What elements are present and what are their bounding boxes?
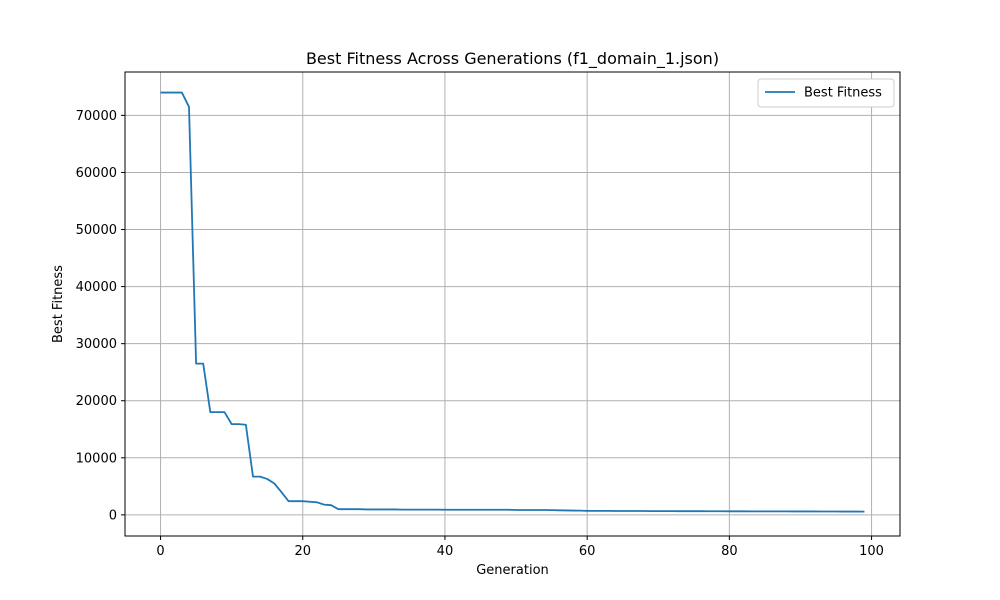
x-tick-label: 20: [294, 544, 311, 559]
y-tick-label: 10000: [76, 451, 117, 466]
x-tick-label: 80: [721, 544, 738, 559]
legend-label: Best Fitness: [804, 86, 882, 101]
chart-title: Best Fitness Across Generations (f1_doma…: [306, 49, 719, 69]
y-tick-label: 20000: [76, 394, 117, 409]
grid-lines: [125, 72, 900, 536]
x-tick-label: 40: [437, 544, 454, 559]
plot-frame: [124, 71, 901, 537]
y-tick-label: 40000: [76, 280, 117, 295]
y-tick-label: 0: [109, 508, 117, 523]
y-tick-label: 30000: [76, 337, 117, 352]
legend-box: [757, 78, 895, 108]
y-tick-label: 60000: [76, 166, 117, 181]
x-tick-label: 60: [579, 544, 596, 559]
x-axis-ticks: 0 20 40 60 80 100: [156, 536, 884, 559]
legend: Best Fitness: [757, 78, 895, 108]
y-tick-label: 70000: [76, 109, 117, 124]
x-tick-label: 100: [859, 544, 884, 559]
y-axis-label: Best Fitness: [51, 265, 66, 343]
series-line-best-fitness: [160, 91, 865, 513]
y-axis-ticks: 0 10000 20000 30000 40000 50000 60000 70000: [76, 109, 125, 523]
x-axis-label: Generation: [476, 563, 549, 578]
x-tick-label: 0: [156, 544, 164, 559]
y-tick-label: 50000: [76, 223, 117, 238]
